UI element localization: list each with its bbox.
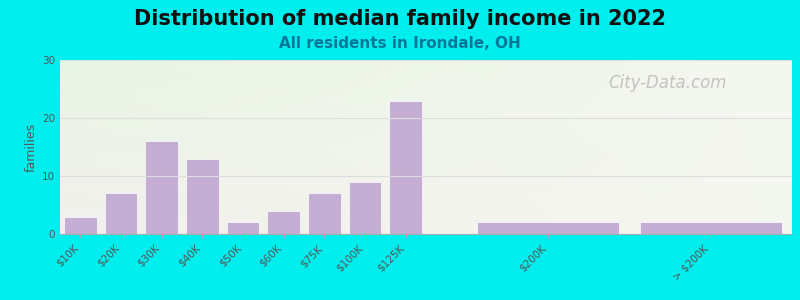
Bar	[390, 100, 422, 234]
Text: All residents in Irondale, OH: All residents in Irondale, OH	[279, 36, 521, 51]
Text: City-Data.com: City-Data.com	[608, 74, 727, 92]
Bar	[186, 159, 218, 234]
Text: Distribution of median family income in 2022: Distribution of median family income in …	[134, 9, 666, 29]
Bar	[308, 194, 341, 234]
Bar	[477, 222, 619, 234]
Bar	[349, 182, 382, 234]
Bar	[105, 194, 138, 234]
Bar	[64, 217, 97, 234]
Bar	[267, 211, 300, 234]
Y-axis label: families: families	[25, 122, 38, 172]
Bar	[639, 222, 782, 234]
Bar	[146, 141, 178, 234]
Bar	[226, 222, 259, 234]
